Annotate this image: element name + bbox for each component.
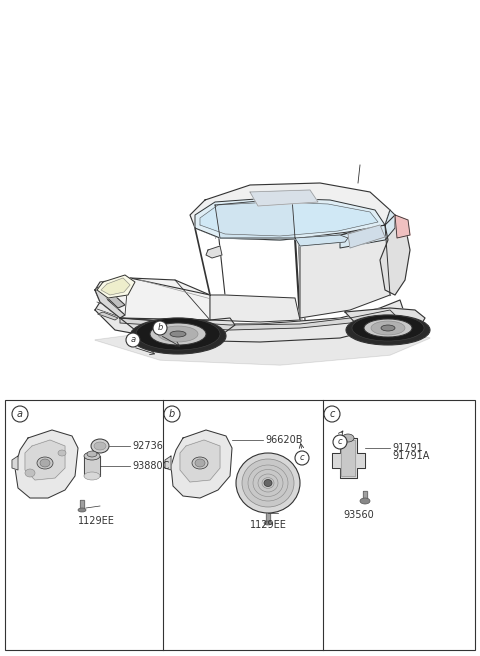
Polygon shape: [95, 330, 430, 365]
Polygon shape: [95, 278, 210, 322]
Text: 91791A: 91791A: [392, 451, 430, 461]
Polygon shape: [348, 225, 385, 248]
Polygon shape: [266, 513, 270, 523]
Ellipse shape: [195, 459, 205, 467]
Text: c: c: [300, 453, 304, 462]
Ellipse shape: [371, 321, 405, 335]
Text: 92736: 92736: [132, 441, 163, 451]
Polygon shape: [295, 235, 348, 246]
Text: 1129EE: 1129EE: [250, 520, 287, 530]
Polygon shape: [97, 275, 135, 298]
Polygon shape: [195, 198, 385, 240]
Polygon shape: [210, 295, 300, 322]
Ellipse shape: [342, 434, 354, 442]
Polygon shape: [200, 202, 378, 236]
Ellipse shape: [192, 457, 208, 469]
Ellipse shape: [264, 480, 272, 487]
Ellipse shape: [170, 331, 186, 337]
Circle shape: [126, 333, 140, 347]
Polygon shape: [380, 215, 410, 295]
Circle shape: [153, 321, 167, 335]
Text: 93880C: 93880C: [132, 461, 169, 471]
Polygon shape: [363, 491, 367, 501]
Ellipse shape: [130, 318, 226, 354]
Text: 96620B: 96620B: [265, 435, 302, 445]
Polygon shape: [15, 430, 78, 498]
Ellipse shape: [150, 323, 206, 345]
Polygon shape: [12, 456, 18, 470]
Polygon shape: [120, 318, 235, 342]
Ellipse shape: [236, 453, 300, 513]
Polygon shape: [120, 310, 395, 330]
Polygon shape: [345, 308, 425, 338]
Circle shape: [12, 406, 28, 422]
Ellipse shape: [360, 498, 370, 504]
Ellipse shape: [58, 450, 66, 456]
Ellipse shape: [84, 472, 100, 480]
Circle shape: [333, 435, 347, 449]
Text: 91791: 91791: [392, 443, 423, 453]
Polygon shape: [180, 440, 220, 482]
Text: a: a: [131, 335, 135, 344]
Polygon shape: [215, 198, 295, 238]
Bar: [5, 400, 475, 650]
Polygon shape: [95, 290, 125, 318]
Text: b: b: [169, 409, 175, 419]
Polygon shape: [332, 438, 365, 478]
Ellipse shape: [40, 459, 50, 467]
Polygon shape: [97, 285, 125, 308]
Polygon shape: [25, 440, 65, 480]
Polygon shape: [341, 440, 355, 476]
Polygon shape: [84, 456, 100, 476]
Text: b: b: [157, 323, 163, 333]
Ellipse shape: [136, 318, 220, 350]
Ellipse shape: [158, 326, 198, 342]
Polygon shape: [250, 190, 318, 206]
Ellipse shape: [78, 508, 86, 512]
Ellipse shape: [242, 459, 294, 507]
Ellipse shape: [91, 439, 109, 453]
Ellipse shape: [346, 315, 430, 345]
Ellipse shape: [25, 469, 35, 477]
Polygon shape: [101, 278, 130, 295]
Ellipse shape: [381, 325, 395, 331]
Text: 1129EE: 1129EE: [78, 516, 115, 526]
Ellipse shape: [94, 442, 106, 450]
Ellipse shape: [37, 457, 53, 469]
Ellipse shape: [264, 521, 272, 525]
Text: c: c: [329, 409, 335, 419]
Ellipse shape: [364, 319, 412, 337]
Polygon shape: [80, 500, 84, 510]
Polygon shape: [340, 210, 395, 248]
Ellipse shape: [84, 452, 100, 460]
Ellipse shape: [352, 315, 424, 341]
Polygon shape: [300, 225, 390, 318]
Circle shape: [324, 406, 340, 422]
Circle shape: [295, 451, 309, 465]
Polygon shape: [95, 300, 405, 342]
Polygon shape: [206, 246, 222, 258]
Text: c: c: [338, 438, 342, 447]
Polygon shape: [190, 183, 390, 240]
Ellipse shape: [87, 451, 97, 457]
Text: 93560: 93560: [343, 510, 374, 520]
Text: a: a: [17, 409, 23, 419]
Polygon shape: [171, 430, 232, 498]
Polygon shape: [98, 312, 118, 320]
Circle shape: [164, 406, 180, 422]
Polygon shape: [165, 456, 171, 470]
Polygon shape: [395, 215, 410, 238]
